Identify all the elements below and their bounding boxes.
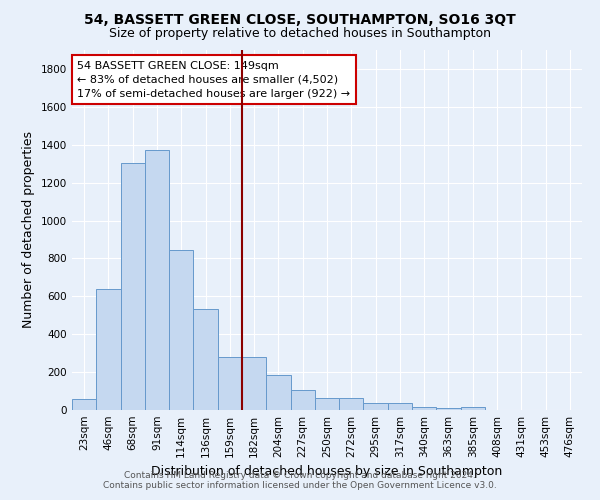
Bar: [339, 398, 364, 410]
Bar: [218, 358, 242, 410]
Bar: [364, 403, 388, 410]
Bar: [290, 390, 315, 410]
Bar: [436, 408, 461, 410]
Text: Size of property relative to detached houses in Southampton: Size of property relative to detached ho…: [109, 28, 491, 40]
Bar: [242, 358, 266, 410]
Bar: [193, 308, 218, 410]
Bar: [461, 408, 485, 410]
Bar: [72, 399, 96, 410]
Bar: [412, 407, 436, 410]
Bar: [121, 162, 145, 410]
Bar: [145, 150, 169, 410]
Text: 54 BASSETT GREEN CLOSE: 149sqm
← 83% of detached houses are smaller (4,502)
17% : 54 BASSETT GREEN CLOSE: 149sqm ← 83% of …: [77, 61, 350, 99]
Bar: [388, 404, 412, 410]
Bar: [266, 375, 290, 410]
X-axis label: Distribution of detached houses by size in Southampton: Distribution of detached houses by size …: [151, 466, 503, 478]
Text: 54, BASSETT GREEN CLOSE, SOUTHAMPTON, SO16 3QT: 54, BASSETT GREEN CLOSE, SOUTHAMPTON, SO…: [84, 12, 516, 26]
Bar: [169, 250, 193, 410]
Bar: [315, 398, 339, 410]
Bar: [96, 288, 121, 410]
Text: Contains HM Land Registry data © Crown copyright and database right 2024.
Contai: Contains HM Land Registry data © Crown c…: [103, 470, 497, 490]
Y-axis label: Number of detached properties: Number of detached properties: [22, 132, 35, 328]
